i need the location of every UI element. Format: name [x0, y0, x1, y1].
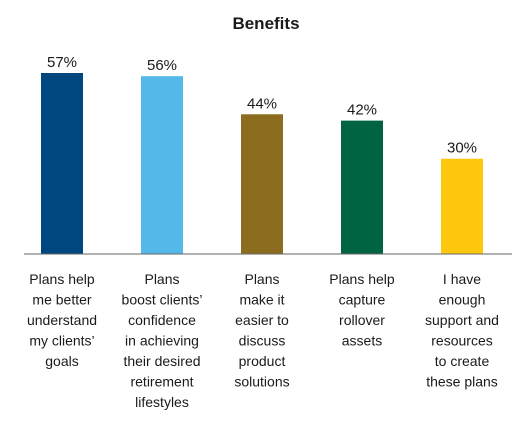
category-label-line: enough: [439, 292, 486, 308]
chart-title: Benefits: [232, 14, 299, 33]
category-label-line: Plans: [244, 271, 279, 287]
category-label-line: confidence: [128, 312, 196, 328]
bar-5: [441, 158, 483, 254]
category-label-line: capture: [339, 292, 386, 308]
category-label-1: Plans help me better understand my clients’…: [27, 271, 97, 369]
category-label-line: these plans: [426, 374, 498, 390]
category-label-line: goals: [45, 353, 78, 369]
category-label-line: product: [239, 353, 286, 369]
category-label-line: assets: [342, 333, 382, 349]
category-label-line: my clients’: [29, 333, 94, 349]
category-label-line: support and: [425, 312, 499, 328]
data-label-2: 56%: [147, 57, 177, 74]
category-label-line: lifestyles: [135, 394, 189, 410]
category-label-line: rollover: [339, 312, 385, 328]
category-label-line: resources: [431, 333, 492, 349]
category-label-line: retirement: [130, 374, 193, 390]
category-label-2: Plans boost clients’ confidence in achievin…: [122, 271, 203, 410]
category-label-line: their desired: [123, 353, 200, 369]
data-label-3: 44%: [247, 95, 277, 112]
category-label-line: Plans help: [329, 271, 395, 287]
data-label-1: 57%: [47, 54, 77, 71]
value-labels-group: 57% 56% 44% 42% 30%: [47, 54, 477, 157]
category-label-3: Plans make it easier to discuss product solut…: [234, 271, 289, 390]
category-label-5: I have enough support and resources to creat…: [425, 271, 499, 390]
category-label-line: Plans: [144, 271, 179, 287]
category-label-line: Plans help: [29, 271, 95, 287]
data-label-4: 42%: [347, 102, 377, 119]
bar-3: [241, 114, 283, 254]
category-label-line: I have: [443, 271, 481, 287]
category-label-line: solutions: [234, 374, 289, 390]
bar-4: [341, 120, 383, 254]
bar-2: [141, 76, 183, 254]
bars-group: [41, 73, 483, 254]
category-label-line: in achieving: [125, 333, 199, 349]
category-labels-group: Plans help me better understand my clients’…: [27, 271, 499, 410]
category-label-line: discuss: [239, 333, 286, 349]
category-label-line: to create: [435, 353, 490, 369]
category-label-line: easier to: [235, 312, 289, 328]
category-label-line: me better: [32, 292, 91, 308]
category-label-4: Plans help capture rollover assets: [329, 271, 395, 349]
data-label-5: 30%: [447, 140, 477, 157]
category-label-line: make it: [239, 292, 284, 308]
category-label-line: understand: [27, 312, 97, 328]
category-label-line: boost clients’: [122, 292, 203, 308]
bar-1: [41, 73, 83, 254]
